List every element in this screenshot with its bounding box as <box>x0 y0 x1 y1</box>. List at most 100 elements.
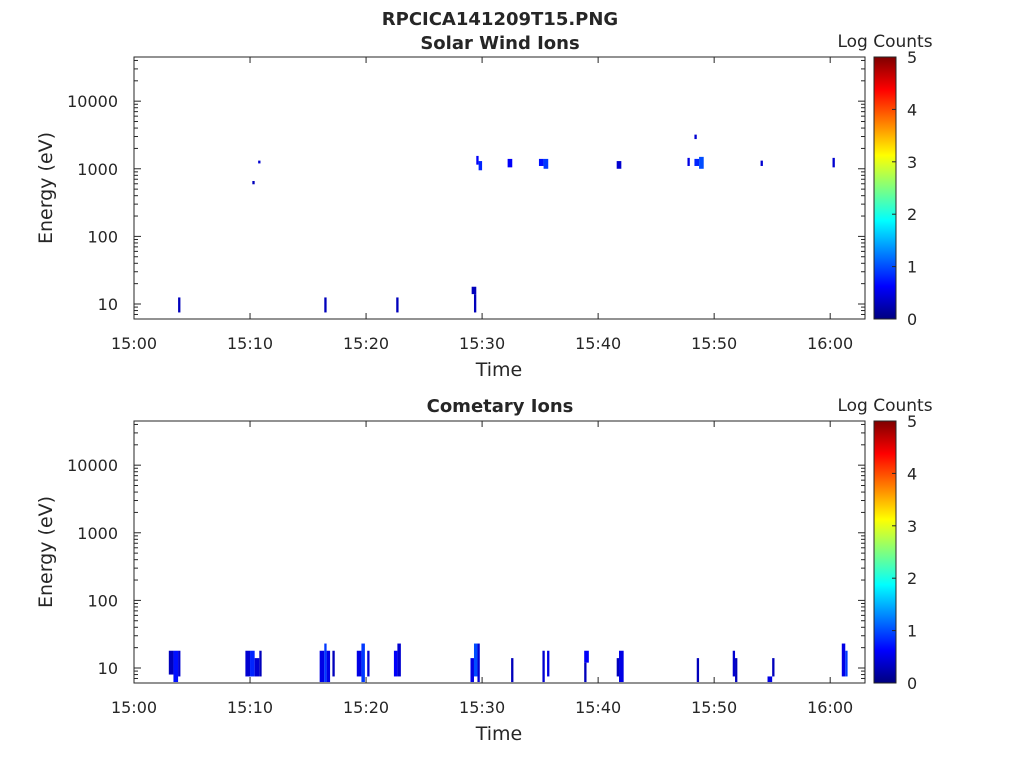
colorbar-tick-label: 1 <box>907 622 917 641</box>
y-axis-label: Energy (eV) <box>35 132 57 244</box>
x-tick-label: 15:00 <box>111 334 157 353</box>
heatmap-cell <box>367 650 370 677</box>
heatmap-cell <box>473 643 478 677</box>
heatmap-cell <box>252 180 255 185</box>
heatmap-cell <box>767 676 773 683</box>
heatmap-cell <box>324 643 327 683</box>
heatmap-cell <box>258 160 261 164</box>
heatmap-cells <box>178 134 835 313</box>
y-tick-label: 10000 <box>67 456 118 475</box>
colorbar-tick-label: 4 <box>907 100 917 119</box>
x-tick-label: 15:30 <box>459 334 505 353</box>
heatmap-cell <box>471 286 477 295</box>
x-tick-label: 15:10 <box>227 698 273 717</box>
heatmap-cell <box>393 650 398 677</box>
heatmap-cell <box>760 160 763 166</box>
heatmap-cell <box>476 155 479 165</box>
plot-frame <box>133 420 866 684</box>
x-tick-label: 15:30 <box>459 698 505 717</box>
heatmap-cell <box>772 658 775 677</box>
panel-solar-wind-ions: Solar Wind Ions 15:00 15:10 15:20 15:30 15:4… <box>35 32 933 381</box>
colorbar-tick-label: 4 <box>907 464 917 483</box>
heatmap-cell <box>326 650 331 683</box>
heatmap-cell <box>616 658 620 677</box>
x-tick-label: 15:20 <box>343 698 389 717</box>
colorbar-tick-label: 1 <box>907 258 917 277</box>
heatmap-cell <box>178 297 181 313</box>
heatmap-cell <box>619 650 624 683</box>
colorbar-label: Log Counts <box>837 396 932 416</box>
x-tick-label: 15:10 <box>227 334 273 353</box>
heatmap-cells <box>168 643 848 683</box>
heatmap-cell <box>616 161 622 169</box>
heatmap-cell <box>687 157 690 166</box>
heatmap-cell <box>324 297 327 313</box>
heatmap-cell <box>250 650 255 677</box>
x-tick-label: 15:50 <box>691 698 737 717</box>
heatmap-cell <box>477 643 480 683</box>
y-tick-label: 100 <box>87 227 118 246</box>
heatmap-cell <box>397 643 401 677</box>
y-tick-label: 10 <box>98 659 118 678</box>
y-tick-label: 10000 <box>67 92 118 111</box>
heatmap-cell <box>696 658 700 683</box>
heatmap-cell <box>543 158 549 169</box>
heatmap-cell <box>507 158 513 168</box>
heatmap-cell <box>538 158 544 166</box>
heatmap-cell <box>259 650 262 677</box>
y-tick-label: 1000 <box>77 524 118 543</box>
heatmap-cell <box>735 658 738 683</box>
colorbar-scale <box>873 56 897 320</box>
heatmap-cell <box>732 650 736 677</box>
colorbar-tick-label: 5 <box>907 412 917 431</box>
heatmap-cell <box>173 650 179 683</box>
heatmap-cell <box>319 650 325 683</box>
plot-axes: 15:00 15:10 15:20 15:30 15:40 15:50 16:00 10 100… <box>67 56 866 353</box>
colorbar-tick-label: 5 <box>907 48 917 67</box>
heatmap-cell <box>547 650 550 677</box>
heatmap-cell <box>332 650 335 677</box>
panel-cometary-ions: Cometary Ions 15:00 15:10 15:20 15:30 15:40 1… <box>35 396 933 745</box>
heatmap-cell <box>584 662 587 683</box>
heatmap-cell <box>168 650 174 675</box>
colorbar-tick-label: 3 <box>907 153 917 172</box>
heatmap-cell <box>845 650 848 677</box>
x-axis-label: Time <box>475 359 523 381</box>
figure-title: RPCICA141209T15.PNG <box>382 9 618 30</box>
heatmap-cell <box>478 161 483 171</box>
heatmap-cell <box>542 650 545 683</box>
heatmap-cell <box>254 658 260 677</box>
x-tick-label: 15:40 <box>575 334 621 353</box>
colorbar: 0 1 2 3 4 5 <box>873 48 917 329</box>
colorbar-label: Log Counts <box>837 32 932 52</box>
plot-frame <box>133 56 866 320</box>
heatmap-cell <box>694 134 697 140</box>
x-tick-label: 16:00 <box>807 334 853 353</box>
heatmap-cell <box>396 297 399 313</box>
heatmap-cell <box>584 650 589 663</box>
heatmap-cell <box>841 643 846 677</box>
heatmap-cell <box>511 658 514 683</box>
y-tick-label: 1000 <box>77 160 118 179</box>
colorbar-tick-label: 2 <box>907 205 917 224</box>
heatmap-cell <box>178 650 181 677</box>
heatmap-cell <box>356 650 362 677</box>
colorbar-tick-label: 2 <box>907 569 917 588</box>
x-tick-label: 15:20 <box>343 334 389 353</box>
heatmap-cell <box>361 643 365 683</box>
panel-title: Cometary Ions <box>427 396 574 417</box>
colorbar: 0 1 2 3 4 5 <box>873 412 917 693</box>
x-tick-label: 15:50 <box>691 334 737 353</box>
heatmap-cell <box>470 658 474 683</box>
colorbar-tick-label: 3 <box>907 517 917 536</box>
x-axis-label: Time <box>475 723 523 745</box>
heatmap-cell <box>245 650 251 677</box>
colorbar-tick-label: 0 <box>907 310 917 329</box>
y-tick-label: 10 <box>98 295 118 314</box>
x-tick-label: 15:00 <box>111 698 157 717</box>
plot-axes: 15:00 15:10 15:20 15:30 15:40 15:50 16:00 10 100… <box>67 420 866 717</box>
heatmap-cell <box>699 156 704 169</box>
panel-title: Solar Wind Ions <box>420 33 579 54</box>
colorbar-tick-label: 0 <box>907 674 917 693</box>
